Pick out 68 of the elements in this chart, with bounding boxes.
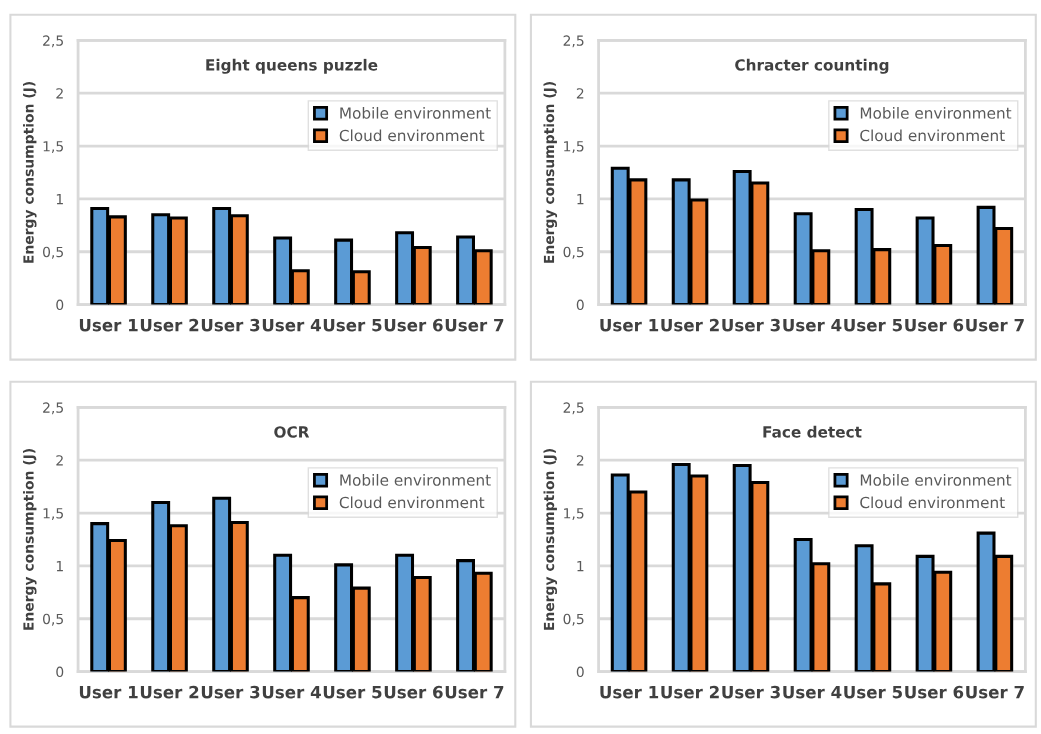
y-tick-label: 0,5 xyxy=(563,613,584,626)
x-tick-label: User 1 xyxy=(600,686,659,699)
x-tick-label: User 5 xyxy=(844,319,902,332)
y-axis-title: Energy consumption (J) xyxy=(543,82,558,263)
y-tick-label: 0,5 xyxy=(43,246,63,259)
y-tick-label: 1 xyxy=(577,561,584,572)
legend-label: Cloud environment xyxy=(339,496,485,509)
y-tick-label: 0 xyxy=(576,666,584,678)
y-tick-label: 1,5 xyxy=(564,141,584,153)
legend-label: Mobile environment xyxy=(860,473,1012,486)
x-tick-label: User 6 xyxy=(384,318,443,332)
y-tick-label: 0 xyxy=(56,299,64,311)
legend-label: Mobile environment xyxy=(860,106,1012,119)
y-tick-label: 2,5 xyxy=(43,35,63,48)
legend-label: Mobile environment xyxy=(340,106,491,119)
y-tick-label: 1 xyxy=(577,194,584,205)
y-axis-title: Energy consumption (J) xyxy=(22,82,37,263)
y-tick-label: 2,5 xyxy=(563,35,584,48)
x-tick-label: User 7 xyxy=(445,686,504,699)
x-tick-label: User 4 xyxy=(262,319,321,332)
text: OCR xyxy=(274,426,310,438)
y-tick-label: 2 xyxy=(56,88,63,99)
y-tick-label: 0,5 xyxy=(563,246,584,259)
x-tick-label: User 6 xyxy=(384,685,443,699)
y-tick-label: 1,5 xyxy=(43,508,63,520)
x-tick-label: User 5 xyxy=(323,686,382,699)
x-tick-label: User 2 xyxy=(661,685,719,699)
y-axis-title: Energy consumption (J) xyxy=(22,449,37,630)
y-tick-label: 2,5 xyxy=(563,402,584,415)
y-tick-label: 1 xyxy=(56,561,63,572)
x-tick-label: User 7 xyxy=(445,319,504,332)
y-tick-label: 1 xyxy=(56,194,63,205)
x-tick-label: User 2 xyxy=(661,318,719,332)
y-tick-label: 1,5 xyxy=(43,141,63,153)
x-tick-label: User 1 xyxy=(79,319,138,332)
x-tick-label: User 1 xyxy=(600,319,659,332)
y-tick-label: 2 xyxy=(576,455,584,466)
x-tick-label: User 7 xyxy=(966,686,1024,699)
x-tick-label: User 7 xyxy=(966,319,1024,332)
x-tick-label: User 1 xyxy=(79,686,138,699)
x-tick-label: User 2 xyxy=(140,685,199,699)
x-tick-label: User 3 xyxy=(201,318,260,332)
x-tick-label: User 4 xyxy=(783,686,842,699)
x-tick-label: User 3 xyxy=(722,318,780,332)
legend-label: Mobile environment xyxy=(340,473,491,486)
x-tick-label: User 2 xyxy=(140,318,199,332)
y-tick-label: 2,5 xyxy=(43,402,63,415)
y-tick-label: 1,5 xyxy=(564,508,584,520)
text: Chracter counting xyxy=(735,58,889,74)
legend-label: Cloud environment xyxy=(860,129,1005,142)
x-tick-label: User 6 xyxy=(905,318,964,332)
x-tick-label: User 5 xyxy=(844,686,902,699)
y-tick-label: 2 xyxy=(576,88,584,99)
x-tick-label: User 6 xyxy=(905,685,964,699)
text: Eight queens puzzle xyxy=(206,58,378,74)
y-tick-label: 0 xyxy=(56,666,64,678)
legend-label: Cloud environment xyxy=(339,129,485,142)
text: Face detect xyxy=(763,425,862,438)
y-tick-label: 2 xyxy=(56,455,63,466)
y-axis-title: Energy consumption (J) xyxy=(543,449,558,630)
x-tick-label: User 5 xyxy=(323,319,382,332)
x-tick-label: User 3 xyxy=(722,685,780,699)
x-tick-label: User 3 xyxy=(201,685,260,699)
y-tick-label: 0,5 xyxy=(43,613,63,626)
x-tick-label: User 4 xyxy=(783,319,842,332)
x-tick-label: User 4 xyxy=(262,686,321,699)
y-tick-label: 0 xyxy=(576,299,584,311)
legend-label: Cloud environment xyxy=(860,496,1005,509)
